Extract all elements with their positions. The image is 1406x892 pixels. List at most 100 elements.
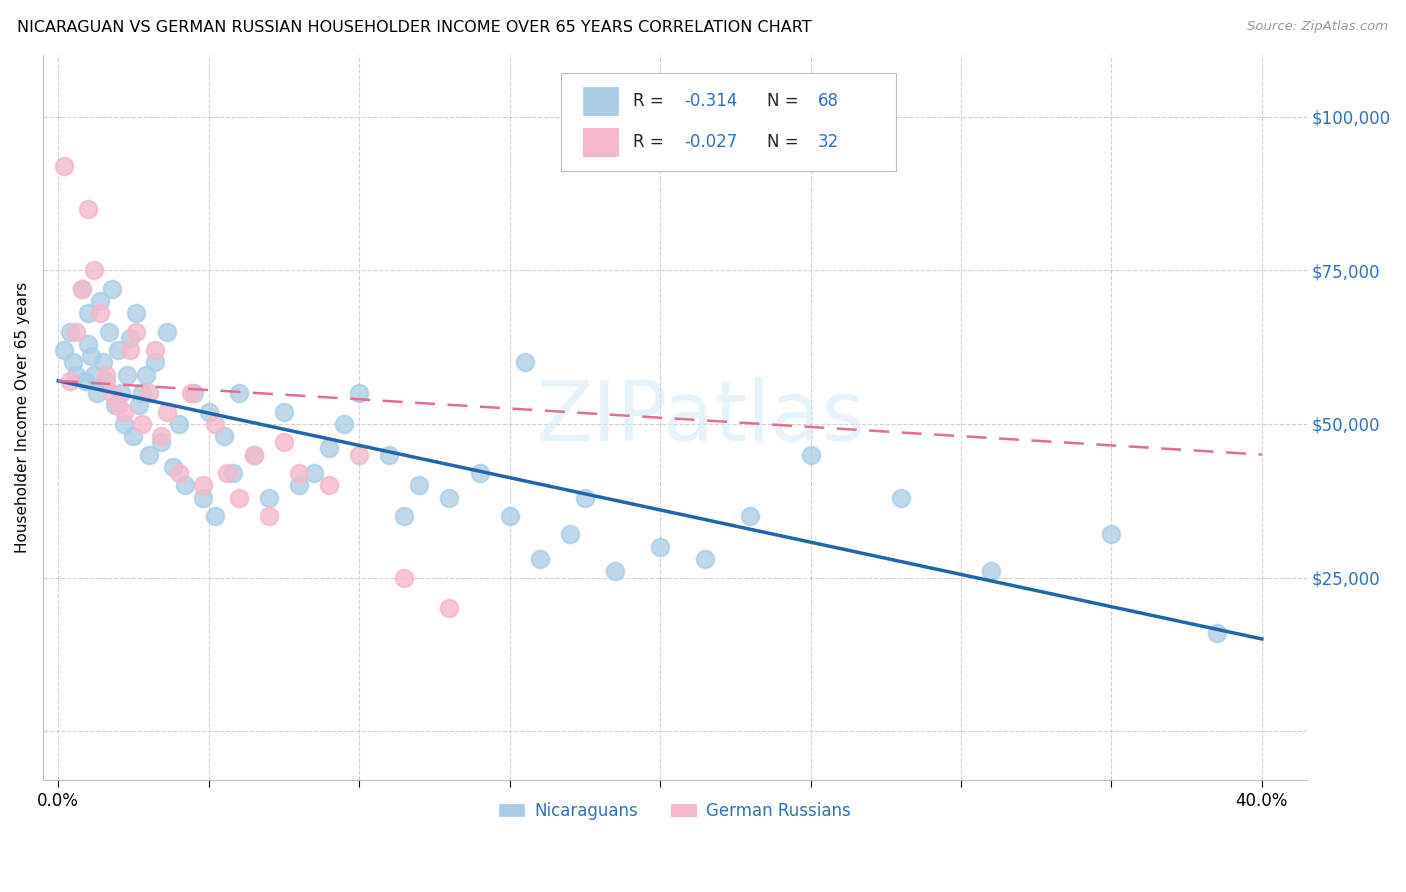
Point <box>80 349 103 363</box>
Point <box>59 374 82 388</box>
Point <box>394 509 416 524</box>
Point <box>1099 527 1122 541</box>
Point <box>228 491 250 505</box>
Point <box>143 355 166 369</box>
Point <box>134 368 156 382</box>
Text: R =: R = <box>633 92 669 111</box>
Text: -0.314: -0.314 <box>683 92 737 111</box>
Point <box>117 368 139 382</box>
Point <box>740 509 762 524</box>
Point <box>107 399 129 413</box>
Point <box>83 368 105 382</box>
Point <box>131 386 153 401</box>
Point <box>120 331 142 345</box>
Point <box>65 368 87 382</box>
Point <box>228 386 250 401</box>
Point <box>83 263 105 277</box>
Point <box>890 491 912 505</box>
Point <box>288 466 311 480</box>
Text: 68: 68 <box>818 92 839 111</box>
Point <box>204 509 226 524</box>
Point <box>288 478 311 492</box>
Point <box>468 466 491 480</box>
Point <box>799 448 821 462</box>
Point <box>77 306 100 320</box>
Point <box>143 343 166 358</box>
Point <box>513 355 536 369</box>
Point <box>529 552 551 566</box>
Point <box>408 478 430 492</box>
Point <box>215 466 238 480</box>
Point <box>53 343 76 358</box>
Point <box>86 386 108 401</box>
Text: N =: N = <box>768 133 804 151</box>
Text: -0.027: -0.027 <box>683 133 737 151</box>
Text: ZIPatlas: ZIPatlas <box>536 377 865 458</box>
Point <box>257 491 280 505</box>
Point <box>191 491 214 505</box>
Point <box>173 478 195 492</box>
Point <box>155 325 177 339</box>
Point <box>257 509 280 524</box>
Point <box>77 202 100 216</box>
Text: R =: R = <box>633 133 669 151</box>
Point <box>120 343 142 358</box>
Point <box>110 386 132 401</box>
Point <box>180 386 202 401</box>
Point <box>72 282 94 296</box>
Point <box>162 459 184 474</box>
Point <box>318 442 340 456</box>
Point <box>347 386 370 401</box>
Bar <box>583 128 619 156</box>
Point <box>96 368 118 382</box>
Point <box>394 570 416 584</box>
Point <box>131 417 153 431</box>
Point <box>77 337 100 351</box>
Text: Source: ZipAtlas.com: Source: ZipAtlas.com <box>1247 20 1388 33</box>
Point <box>75 374 97 388</box>
Point <box>125 325 148 339</box>
Point <box>128 399 150 413</box>
Text: 32: 32 <box>818 133 839 151</box>
Point <box>89 293 111 308</box>
Point <box>191 478 214 492</box>
Point <box>149 429 172 443</box>
Point <box>155 404 177 418</box>
Point <box>114 404 136 418</box>
Point <box>222 466 245 480</box>
Point <box>149 435 172 450</box>
Text: NICARAGUAN VS GERMAN RUSSIAN HOUSEHOLDER INCOME OVER 65 YEARS CORRELATION CHART: NICARAGUAN VS GERMAN RUSSIAN HOUSEHOLDER… <box>17 20 811 35</box>
Point <box>318 478 340 492</box>
Point <box>302 466 325 480</box>
Point <box>122 429 145 443</box>
Point <box>93 355 115 369</box>
Point <box>98 325 121 339</box>
Point <box>212 429 235 443</box>
Point <box>53 159 76 173</box>
Point <box>695 552 717 566</box>
Point <box>96 374 118 388</box>
FancyBboxPatch shape <box>561 73 896 171</box>
Point <box>101 386 124 401</box>
Point <box>980 565 1002 579</box>
Point <box>333 417 356 431</box>
Point <box>558 527 581 541</box>
Point <box>138 448 160 462</box>
Point <box>138 386 160 401</box>
Point <box>603 565 626 579</box>
Point <box>167 466 190 480</box>
Point <box>125 306 148 320</box>
Point <box>197 404 219 418</box>
Point <box>648 540 671 554</box>
Point <box>89 306 111 320</box>
Point <box>59 325 82 339</box>
Point <box>114 417 136 431</box>
Point <box>183 386 205 401</box>
Y-axis label: Householder Income Over 65 years: Householder Income Over 65 years <box>15 282 30 553</box>
Point <box>107 343 129 358</box>
Bar <box>583 87 619 115</box>
Point <box>101 282 124 296</box>
Point <box>273 404 295 418</box>
Point <box>62 355 84 369</box>
Point <box>204 417 226 431</box>
